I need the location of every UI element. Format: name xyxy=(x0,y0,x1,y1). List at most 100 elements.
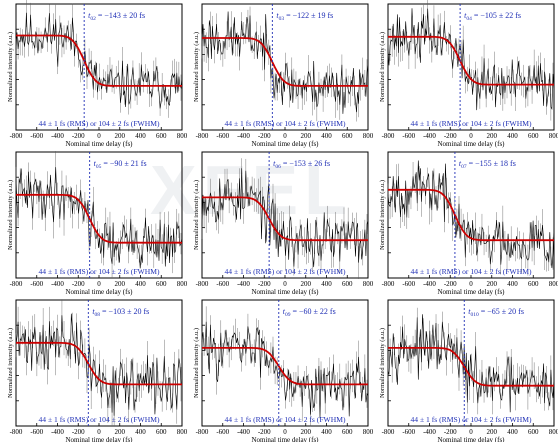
width-annotation: 44 ± 1 fs (RMS) or 104 ± 2 fs (FWHM) xyxy=(411,415,532,424)
width-annotation: 44 ± 1 fs (RMS) or 104 ± 2 fs (FWHM) xyxy=(39,119,160,128)
x-tick-label: 0 xyxy=(283,132,287,140)
x-tick-label: -400 xyxy=(237,280,250,288)
width-annotation: 44 ± 1 fs (RMS) or 104 ± 2 fs (FWHM) xyxy=(225,415,346,424)
x-tick-label: 600 xyxy=(156,280,167,288)
t0-annotation: t09 = −60 ± 22 fs xyxy=(283,307,336,318)
x-tick-label: -200 xyxy=(444,132,457,140)
t0-annotation: t02 = −143 ± 20 fs xyxy=(88,11,145,22)
x-axis-label: Nominal time delay (fs) xyxy=(65,288,133,296)
x-tick-label: 200 xyxy=(487,132,498,140)
x-tick-label: -400 xyxy=(51,132,64,140)
y-axis-label: Normalized intensity (a.u.) xyxy=(7,180,14,250)
data-series xyxy=(15,167,183,269)
panel-t04: -800 -600 -400 -200 0 200 400 600 800 Nominal tim… xyxy=(376,0,558,148)
error-bars xyxy=(201,6,368,122)
chart-svg: -800 -600 -400 -200 0 200 400 600 800 Nominal tim… xyxy=(193,299,374,442)
x-tick-label: 600 xyxy=(528,132,539,140)
t0-annotation: t06 = −153 ± 26 fs xyxy=(273,159,330,170)
x-tick-label: -600 xyxy=(216,132,229,140)
x-tick-label: -200 xyxy=(444,428,457,436)
x-tick-label: 200 xyxy=(487,280,498,288)
x-tick-label: -600 xyxy=(216,428,229,436)
x-tick-label: 800 xyxy=(363,132,374,140)
x-tick-label: 0 xyxy=(469,132,473,140)
x-tick-label: 0 xyxy=(97,428,101,436)
chart-svg: -800 -600 -400 -200 0 200 400 600 800 Nominal tim… xyxy=(379,151,558,296)
fit-curve xyxy=(202,347,368,386)
error-bars xyxy=(201,306,368,427)
panel-t02: -800 -600 -400 -200 0 200 400 600 800 Nominal tim… xyxy=(4,0,188,148)
x-tick-label: 0 xyxy=(469,280,473,288)
t0-annotation: t010 = −65 ± 20 fs xyxy=(468,307,524,318)
x-tick-label: -200 xyxy=(258,428,271,436)
x-tick-label: -400 xyxy=(423,132,436,140)
t0-annotation: t05 = −90 ± 21 fs xyxy=(94,159,147,170)
x-tick-label: -600 xyxy=(402,280,415,288)
t0-annotation: t07 = −155 ± 18 fs xyxy=(459,159,516,170)
x-tick-label: 800 xyxy=(177,132,188,140)
fit-curve xyxy=(388,188,554,242)
t0-annotation: t08 = −103 ± 20 fs xyxy=(92,307,149,318)
x-tick-label: 400 xyxy=(507,132,518,140)
x-tick-label: 400 xyxy=(135,280,146,288)
x-tick-label: -400 xyxy=(51,428,64,436)
x-tick-label: 400 xyxy=(135,132,146,140)
x-tick-label: 0 xyxy=(97,132,101,140)
x-tick-label: 800 xyxy=(177,280,188,288)
panel-t07: -800 -600 -400 -200 0 200 400 600 800 Nominal tim… xyxy=(376,148,558,296)
chart-svg: -800 -600 -400 -200 0 200 400 600 800 Nominal tim… xyxy=(379,299,558,442)
error-bars xyxy=(15,299,182,426)
x-axis-label: Nominal time delay (fs) xyxy=(65,140,133,148)
x-axis-label: Nominal time delay (fs) xyxy=(251,436,319,442)
data-series xyxy=(387,314,555,413)
y-axis-label: Normalized intensity (a.u.) xyxy=(379,180,386,250)
x-tick-label: 200 xyxy=(301,132,312,140)
y-axis-label: Normalized intensity (a.u.) xyxy=(379,32,386,102)
error-bars xyxy=(201,158,368,280)
panel-t010: -800 -600 -400 -200 0 200 400 600 800 Nominal tim… xyxy=(376,296,558,442)
x-tick-label: -200 xyxy=(258,132,271,140)
x-tick-label: -800 xyxy=(10,132,23,140)
x-tick-label: -200 xyxy=(72,132,85,140)
y-axis-label: Normalized intensity (a.u.) xyxy=(193,180,200,250)
x-tick-label: -400 xyxy=(51,280,64,288)
chart-svg: -800 -600 -400 -200 0 200 400 600 800 Nominal tim… xyxy=(7,0,188,148)
data-series xyxy=(15,313,183,416)
x-tick-label: 0 xyxy=(283,280,287,288)
x-tick-label: 600 xyxy=(342,428,353,436)
x-tick-label: 400 xyxy=(321,428,332,436)
chart-svg: -800 -600 -400 -200 0 200 400 600 800 Nominal tim… xyxy=(193,151,374,296)
x-tick-label: -800 xyxy=(10,280,23,288)
x-tick-label: -600 xyxy=(402,428,415,436)
x-tick-label: 400 xyxy=(321,280,332,288)
x-tick-label: -200 xyxy=(72,280,85,288)
x-tick-label: -800 xyxy=(382,428,395,436)
x-tick-label: -800 xyxy=(196,428,209,436)
x-tick-label: 600 xyxy=(156,428,167,436)
chart-svg: -800 -600 -400 -200 0 200 400 600 800 Nominal tim… xyxy=(7,151,188,296)
x-axis-label: Nominal time delay (fs) xyxy=(65,436,133,442)
x-tick-label: -200 xyxy=(444,280,457,288)
x-tick-label: 600 xyxy=(342,132,353,140)
x-tick-label: -600 xyxy=(30,280,43,288)
width-annotation: 44 ± 1 fs (RMS) or 104 ± 2 fs (FWHM) xyxy=(411,119,532,128)
x-tick-label: 600 xyxy=(528,428,539,436)
x-tick-label: 800 xyxy=(549,280,558,288)
x-axis-label: Nominal time delay (fs) xyxy=(437,436,505,442)
x-tick-label: -800 xyxy=(10,428,23,436)
x-tick-label: 400 xyxy=(321,132,332,140)
x-tick-label: -400 xyxy=(423,428,436,436)
data-series xyxy=(387,160,555,269)
x-tick-label: 0 xyxy=(283,428,287,436)
x-tick-label: 800 xyxy=(549,132,558,140)
width-annotation: 44 ± 1 fs (RMS) or 104 ± 2 fs (FWHM) xyxy=(225,119,346,128)
y-axis-label: Normalized intensity (a.u.) xyxy=(7,328,14,398)
fit-curve xyxy=(16,34,182,87)
fit-curve xyxy=(16,193,182,244)
x-tick-label: 200 xyxy=(301,428,312,436)
x-tick-label: -800 xyxy=(196,132,209,140)
x-tick-label: -200 xyxy=(72,428,85,436)
width-annotation: 44 ± 1 fs (RMS) or 104 ± 2 fs (FWHM) xyxy=(225,267,346,276)
data-series xyxy=(387,8,555,111)
chart-svg: -800 -600 -400 -200 0 200 400 600 800 Nominal tim… xyxy=(7,299,188,442)
